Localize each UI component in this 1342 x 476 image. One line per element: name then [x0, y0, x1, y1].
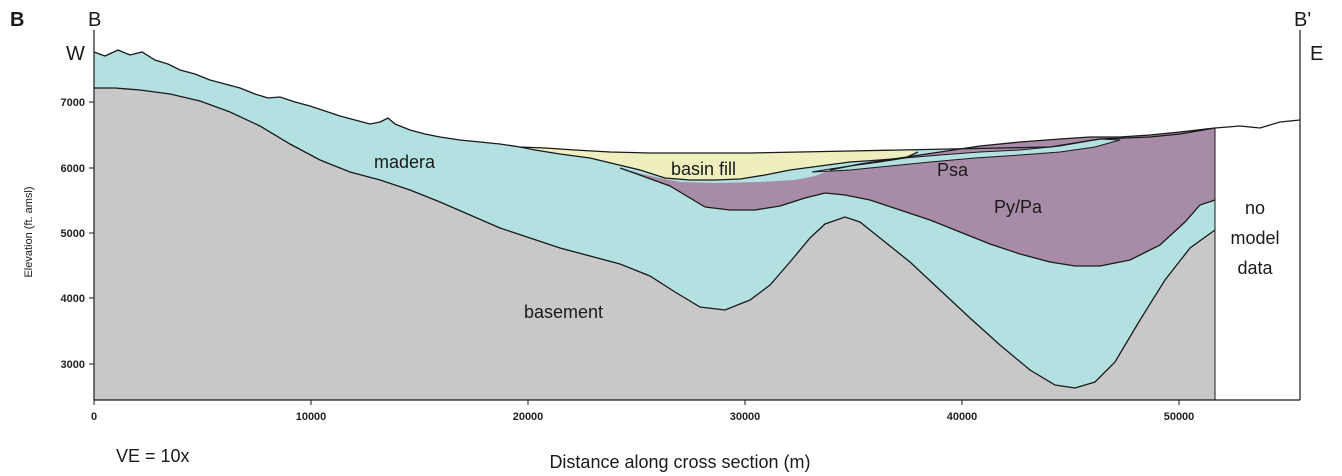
x-tick-label: 50000	[1164, 411, 1195, 423]
psa-label: Psa	[937, 160, 969, 180]
y-tick-label: 5000	[61, 228, 85, 240]
y-axis-title: Elevation (ft. amsl)	[23, 186, 35, 277]
basement-contact-line	[94, 87, 1216, 389]
y-ticks	[89, 101, 94, 365]
ground-surface-line	[93, 49, 1301, 154]
basement-unit	[94, 88, 1215, 400]
y-tick-label: 6000	[61, 163, 85, 175]
x-tick-label: 10000	[296, 411, 327, 423]
section-start-label: B	[88, 9, 101, 31]
x-tick-label: 0	[91, 411, 97, 423]
contact-lines	[93, 49, 1301, 400]
x-ticks	[93, 400, 1180, 405]
basement-label: basement	[524, 302, 603, 322]
py-pa-top-line	[619, 167, 706, 208]
panel-label: B	[10, 9, 24, 31]
x-axis-title: Distance along cross section (m)	[549, 452, 810, 472]
y-tick-label: 7000	[61, 97, 85, 109]
x-tick-label: 40000	[947, 411, 978, 423]
no-data-line-1: no	[1245, 198, 1265, 218]
y-tick-label: 3000	[61, 359, 85, 371]
basin-fill-label: basin fill	[671, 159, 736, 179]
section-end-label: B'	[1294, 9, 1311, 31]
no-data-line-3: data	[1237, 258, 1273, 278]
axes	[93, 30, 1301, 401]
madera-label: madera	[374, 152, 436, 172]
y-tick-label: 4000	[61, 293, 85, 305]
py-pa-base-line	[704, 192, 1216, 267]
vertical-exaggeration-note: VE = 10x	[116, 446, 190, 466]
madera-unit	[94, 50, 1215, 388]
x-tick-label: 30000	[730, 411, 761, 423]
py-pa-unit	[620, 128, 1215, 266]
no-data-line-2: model	[1230, 228, 1279, 248]
basin-fill-base-line	[519, 146, 919, 181]
basin-fill-unit	[520, 147, 918, 180]
x-tick-label: 20000	[513, 411, 544, 423]
west-label: W	[66, 43, 85, 65]
east-label: E	[1310, 43, 1323, 65]
py-pa-label: Py/Pa	[994, 197, 1043, 217]
